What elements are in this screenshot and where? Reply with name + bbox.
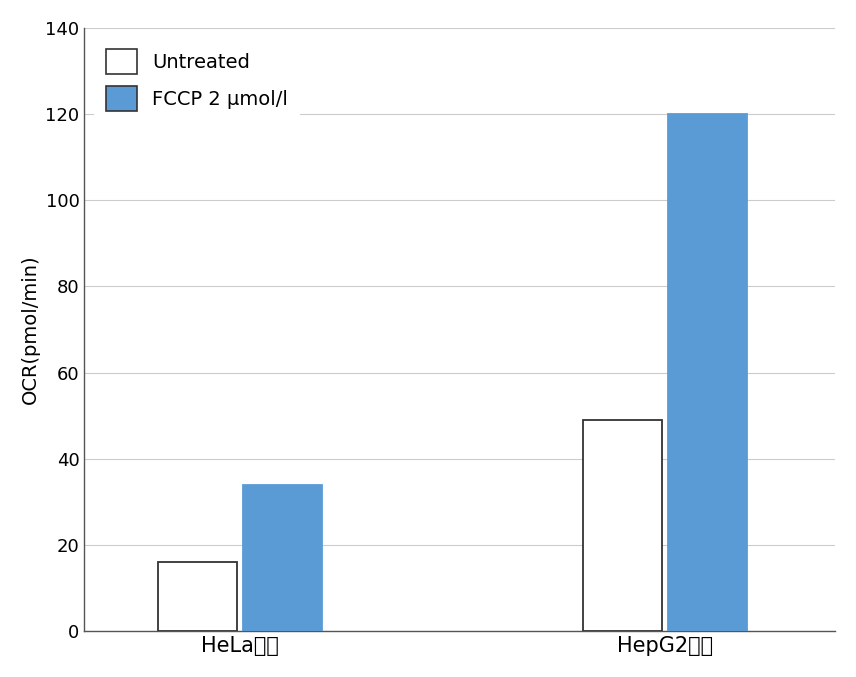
- Bar: [158, 563, 237, 632]
- Bar: [583, 420, 663, 632]
- Legend: Untreated, FCCP 2 μmol/l: Untreated, FCCP 2 μmol/l: [94, 37, 300, 123]
- Y-axis label: OCR(pmol/min): OCR(pmol/min): [21, 255, 40, 404]
- Bar: [243, 485, 323, 632]
- Bar: [668, 114, 747, 632]
